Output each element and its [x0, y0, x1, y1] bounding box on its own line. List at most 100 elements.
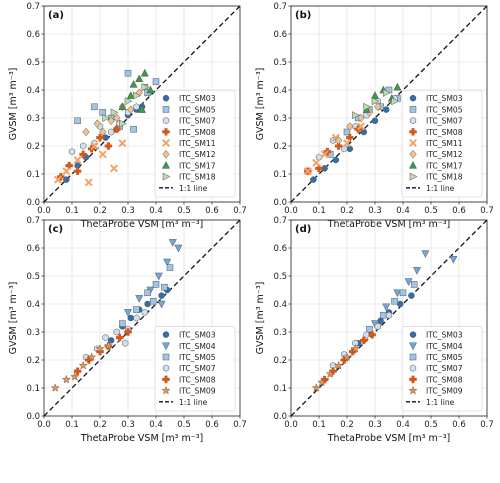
data-point-itc-sm18 — [110, 108, 119, 117]
legend-label: 1:1 line — [179, 184, 208, 193]
data-point-itc-sm11 — [303, 167, 312, 176]
legend-label: ITC_SM08 — [179, 375, 216, 384]
legend-label: 1:1 line — [179, 398, 208, 407]
data-point-itc-sm03 — [144, 300, 151, 308]
data-point-itc-sm11 — [109, 164, 119, 173]
data-point-itc-sm12 — [357, 113, 365, 123]
data-point-itc-sm03 — [332, 156, 340, 164]
x-axis-label: ThetaProbe VSM [m³ m⁻³] — [80, 219, 204, 230]
y-axis-label: GVSM [m³ m⁻³] — [8, 282, 19, 355]
data-point-itc-sm11 — [73, 155, 82, 165]
data-point-itc-sm05 — [152, 281, 160, 288]
data-point-itc-sm05 — [152, 78, 160, 85]
y-tick-label: 0.5 — [273, 58, 287, 68]
data-point-itc-sm09 — [325, 369, 335, 378]
legend-marker-itc-sm11 — [408, 138, 418, 148]
data-point-itc-sm04 — [382, 303, 391, 312]
legend-label: ITC_SM08 — [426, 375, 463, 384]
data-point-itc-sm18 — [363, 102, 372, 111]
legend-marker-itc-sm12 — [409, 149, 417, 159]
legend-marker-itc-sm05 — [162, 353, 170, 361]
data-point-itc-sm09 — [317, 377, 327, 387]
data-point-itc-sm07 — [102, 334, 109, 342]
data-point-itc-sm17 — [137, 105, 147, 113]
y-axis-label: GVSM [m³ m⁻³] — [255, 68, 266, 141]
plot-frame — [43, 219, 241, 417]
y-tick-label: 0.4 — [26, 300, 40, 310]
legend-marker-itc-sm18 — [409, 172, 418, 181]
x-tick-label: 0.7 — [480, 420, 494, 430]
x-tick-label: 0.1 — [65, 206, 79, 216]
legend-label: ITC_SM05 — [426, 353, 463, 362]
data-point-itc-sm08 — [360, 336, 368, 345]
x-tick-label: 0.7 — [480, 206, 494, 216]
data-point-itc-sm03 — [408, 292, 415, 299]
legend-label: ITC_SM09 — [179, 387, 216, 396]
x-tick-label: 0.4 — [396, 420, 410, 430]
legend-marker-itc-sm07 — [409, 364, 417, 372]
x-tick-label: 0.0 — [284, 420, 298, 430]
y-tick-label: 0.3 — [26, 114, 40, 124]
data-point-itc-sm12 — [334, 136, 343, 145]
legend-marker-itc-sm09 — [408, 385, 418, 395]
one-to-one-line — [290, 5, 488, 203]
data-point-itc-sm09 — [78, 360, 88, 370]
legend-label: ITC_SM08 — [179, 128, 216, 137]
y-tick-label: 0.1 — [273, 384, 287, 394]
data-point-itc-sm09 — [350, 344, 360, 353]
data-point-itc-sm12 — [127, 105, 135, 114]
legend-label: ITC_SM08 — [426, 128, 463, 137]
y-tick-label: 0.6 — [273, 30, 287, 40]
y-tick-label: 0.0 — [273, 412, 287, 422]
data-point-itc-sm18 — [352, 111, 360, 120]
chart-panel-1: 0.00.0 0.1 0.1 0.2 0.2 0.3 0.3 0.4 0.4 0.5 0.5 0.6 0… — [8, 2, 247, 230]
legend: ITC_SM03 ITC_SM05 ITC_SM07 ITC_SM08 ITC_SM11… — [154, 89, 236, 198]
chart-panel-3: 0.00.0 0.1 0.1 0.2 0.2 0.3 0.3 0.4 0.4 0.5 0.5 0.6 0… — [8, 216, 247, 444]
legend-marker-itc-sm12 — [162, 149, 170, 159]
x-tick-label: 0.5 — [424, 206, 438, 216]
x-tick-label: 0.5 — [177, 420, 191, 430]
legend-label: ITC_SM03 — [426, 331, 463, 340]
data-point-itc-sm12 — [113, 113, 121, 123]
data-point-itc-sm04 — [174, 244, 183, 253]
x-tick-label: 0.7 — [233, 206, 247, 216]
legend-label: ITC_SM07 — [426, 364, 463, 373]
legend-marker-itc-sm04 — [161, 342, 171, 351]
legend-marker-itc-sm07 — [162, 117, 170, 125]
data-point-itc-sm05 — [166, 264, 174, 271]
x-axis-label: ThetaProbe VSM [m³ m⁻³] — [327, 433, 451, 444]
x-tick-label: 0.5 — [424, 420, 438, 430]
legend-label: ITC_SM05 — [179, 353, 216, 362]
y-tick-label: 0.7 — [26, 216, 40, 226]
legend-label: ITC_SM05 — [426, 105, 463, 114]
y-tick-label: 0.6 — [273, 244, 287, 254]
legend-marker-itc-sm05 — [409, 353, 417, 361]
data-point-itc-sm03 — [382, 106, 390, 113]
data-point-itc-sm05 — [91, 103, 98, 111]
data-point-itc-sm07 — [122, 339, 129, 347]
x-tick-label: 0.0 — [284, 206, 298, 216]
legend-marker-itc-sm05 — [162, 106, 170, 113]
data-point-itc-sm11 — [84, 178, 93, 187]
y-tick-label: 0.5 — [26, 272, 40, 282]
legend-marker-itc-sm03 — [409, 94, 417, 102]
panel-label: (a) — [48, 10, 64, 21]
legend-marker-itc-sm04 — [408, 342, 418, 351]
data-point-itc-sm08 — [368, 331, 376, 339]
data-point-itc-sm12 — [135, 88, 143, 98]
data-point-itc-sm08 — [73, 167, 82, 175]
data-point-itc-sm05 — [161, 283, 168, 291]
y-tick-label: 0.6 — [26, 30, 40, 40]
legend-label: ITC_SM11 — [426, 139, 463, 148]
legend-label: ITC_SM17 — [426, 161, 463, 170]
x-tick-label: 0.5 — [177, 206, 191, 216]
data-point-itc-sm12 — [374, 102, 382, 112]
y-axis-label: GVSM [m³ m⁻³] — [8, 68, 19, 141]
legend-label: ITC_SM05 — [179, 105, 216, 114]
data-point-itc-sm08 — [346, 133, 354, 142]
plot-frame — [43, 5, 241, 203]
data-point-itc-sm05 — [74, 117, 81, 125]
data-point-itc-sm04 — [135, 295, 144, 303]
data-point-itc-sm08 — [334, 142, 343, 150]
data-point-itc-sm05 — [133, 306, 140, 313]
